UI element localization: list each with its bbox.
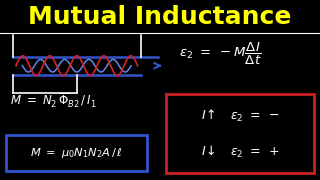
Bar (166, 94, 314, 173)
Text: $\varepsilon_2\ =\ -M\dfrac{\Delta I}{\Delta t}$: $\varepsilon_2\ =\ -M\dfrac{\Delta I}{\D… (179, 41, 262, 67)
Text: $I\!\uparrow\quad \varepsilon_2\ =\ -$: $I\!\uparrow\quad \varepsilon_2\ =\ -$ (201, 108, 279, 124)
Text: $M\ =\ \mu_0 N_1 N_2 A\,/\,\ell$: $M\ =\ \mu_0 N_1 N_2 A\,/\,\ell$ (30, 146, 123, 160)
Text: $I\!\downarrow\quad \varepsilon_2\ =\ +$: $I\!\downarrow\quad \varepsilon_2\ =\ +$ (201, 144, 279, 160)
Bar (6, 135, 147, 171)
Text: $M\ =\ N_2\,\overline{\Phi}_{B2}\,/\,I_1$: $M\ =\ N_2\,\overline{\Phi}_{B2}\,/\,I_1… (10, 92, 96, 110)
Text: Mutual Inductance: Mutual Inductance (28, 5, 292, 29)
